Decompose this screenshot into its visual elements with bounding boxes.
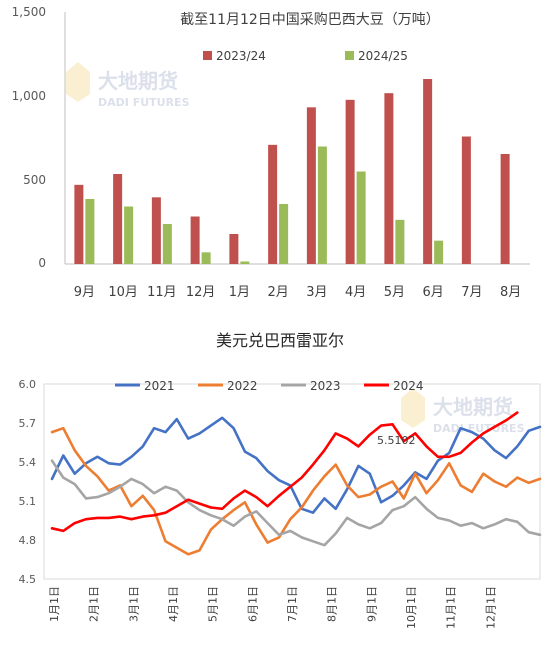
line-xtick-1: 1月1日 bbox=[48, 586, 61, 622]
legend-swatch-2024-25 bbox=[345, 51, 354, 60]
bar-xtick-1: 9月 bbox=[74, 285, 95, 300]
bar-chart-title: 截至11月12日中国采购巴西大豆（万吨） bbox=[180, 12, 440, 28]
line-y-ticks: 4.5 4.8 5.1 5.4 5.7 6.0 bbox=[19, 378, 37, 586]
bar-2023-24-4 bbox=[190, 216, 200, 264]
bar-2024-25-8 bbox=[356, 171, 366, 264]
bar-xtick-3: 11月 bbox=[147, 285, 177, 300]
line-annotation: 5.5102 bbox=[377, 434, 416, 447]
line-xtick-3: 3月1日 bbox=[127, 586, 140, 622]
bar-2023-24-2 bbox=[113, 174, 123, 264]
watermark-top: 大地期货 DADI FUTURES bbox=[66, 62, 190, 109]
line-series bbox=[50, 411, 542, 556]
legend-label-2023: 2023 bbox=[310, 379, 341, 393]
line-series-2021 bbox=[50, 416, 542, 515]
bar-2023-24-6 bbox=[268, 144, 278, 264]
bar-2023-24-1 bbox=[74, 184, 84, 264]
bar-2023-24-8 bbox=[345, 99, 355, 264]
bar-2023-24-5 bbox=[229, 234, 239, 264]
line-xtick-4: 4月1日 bbox=[167, 586, 180, 622]
bar-xtick-11: 7月 bbox=[461, 285, 482, 300]
line-series-2022 bbox=[50, 426, 542, 556]
bar-2024-25-4 bbox=[201, 252, 211, 264]
bar-2023-24-7 bbox=[306, 107, 316, 264]
bar-2023-24-12 bbox=[500, 154, 510, 264]
line-legend: 2021 2022 2023 2024 bbox=[115, 379, 424, 393]
legend-label-2024-25: 2024/25 bbox=[358, 49, 408, 63]
legend-label-2022: 2022 bbox=[227, 379, 258, 393]
line-xtick-6: 6月1日 bbox=[246, 586, 259, 622]
bar-xtick-12: 8月 bbox=[500, 285, 521, 300]
line-xtick-9: 9月1日 bbox=[365, 586, 378, 622]
bar-x-labels: 9月 10月 11月 12月 1月 2月 3月 4月 5月 6月 7月 8月 bbox=[74, 285, 522, 300]
bars bbox=[74, 79, 510, 265]
line-ytick-5.1: 5.1 bbox=[19, 495, 37, 508]
bar-2024-25-5 bbox=[240, 261, 250, 264]
bar-2024-25-2 bbox=[124, 206, 134, 264]
bar-ytick-0: 0 bbox=[38, 256, 46, 270]
bar-2024-25-1 bbox=[85, 199, 95, 264]
watermark-bottom: 大地期货 DADI FUTURES bbox=[401, 388, 525, 435]
bar-xtick-2: 10月 bbox=[108, 285, 138, 300]
line-ytick-5.7: 5.7 bbox=[19, 417, 37, 430]
line-xtick-2: 2月1日 bbox=[88, 586, 101, 622]
line-xtick-11: 11月1日 bbox=[445, 586, 458, 629]
bar-2023-24-9 bbox=[384, 93, 394, 265]
bar-xtick-7: 3月 bbox=[306, 285, 327, 300]
bar-2024-25-9 bbox=[395, 219, 405, 264]
bar-2024-25-6 bbox=[279, 204, 289, 264]
bar-2024-25-7 bbox=[317, 146, 327, 264]
line-xtick-10: 10月1日 bbox=[405, 586, 418, 629]
line-xtick-8: 8月1日 bbox=[326, 586, 339, 622]
watermark-en-2: DADI FUTURES bbox=[433, 422, 525, 435]
line-x-labels: 1月1日 2月1日 3月1日 4月1日 5月1日 6月1日 7月1日 8月1日 9月1日 10月1… bbox=[48, 586, 497, 629]
line-xtick-12: 12月1日 bbox=[484, 586, 497, 629]
line-xtick-7: 7月1日 bbox=[286, 586, 299, 622]
dadi-logo-icon bbox=[66, 62, 90, 102]
watermark-cn-2: 大地期货 bbox=[433, 395, 513, 419]
line-ytick-5.4: 5.4 bbox=[19, 456, 37, 469]
bar-y-ticks: 0 500 1,000 1,500 bbox=[12, 5, 46, 270]
dadi-logo-icon-2 bbox=[401, 388, 425, 428]
bar-2023-24-10 bbox=[423, 79, 433, 264]
legend-swatch-2023-24 bbox=[203, 51, 212, 60]
bar-xtick-5: 1月 bbox=[229, 285, 250, 300]
bar-xtick-9: 5月 bbox=[384, 285, 405, 300]
line-xtick-5: 5月1日 bbox=[207, 586, 220, 622]
bar-2023-24-3 bbox=[151, 197, 161, 264]
bar-legend: 2023/24 2024/25 bbox=[203, 49, 408, 63]
line-series-2023 bbox=[50, 459, 542, 547]
line-ytick-4.5: 4.5 bbox=[19, 573, 37, 586]
watermark-en: DADI FUTURES bbox=[98, 96, 190, 109]
bar-2023-24-11 bbox=[461, 136, 471, 264]
bar-xtick-10: 6月 bbox=[422, 285, 443, 300]
bar-2024-25-10 bbox=[434, 240, 444, 264]
bar-ytick-1000: 1,000 bbox=[12, 89, 46, 103]
legend-label-2023-24: 2023/24 bbox=[216, 49, 266, 63]
bar-chart: 截至11月12日中国采购巴西大豆（万吨） 2023/24 2024/25 0 5… bbox=[12, 5, 530, 300]
line-chart: 美元兑巴西雷亚尔 4.5 4.8 5.1 5.4 5.7 6.0 2021 20… bbox=[19, 331, 542, 629]
legend-label-2021: 2021 bbox=[144, 379, 175, 393]
bar-xtick-8: 4月 bbox=[345, 285, 366, 300]
bar-xtick-4: 12月 bbox=[186, 285, 216, 300]
legend-label-2024: 2024 bbox=[393, 379, 424, 393]
line-ytick-6.0: 6.0 bbox=[19, 378, 37, 391]
line-chart-title: 美元兑巴西雷亚尔 bbox=[216, 331, 344, 350]
watermark-cn: 大地期货 bbox=[98, 69, 178, 93]
bar-ytick-500: 500 bbox=[23, 173, 46, 187]
bar-xtick-6: 2月 bbox=[267, 285, 288, 300]
line-series-2024 bbox=[50, 411, 519, 533]
line-ytick-4.8: 4.8 bbox=[19, 534, 37, 547]
bar-2024-25-3 bbox=[162, 224, 172, 264]
bar-ytick-1500: 1,500 bbox=[12, 5, 46, 19]
